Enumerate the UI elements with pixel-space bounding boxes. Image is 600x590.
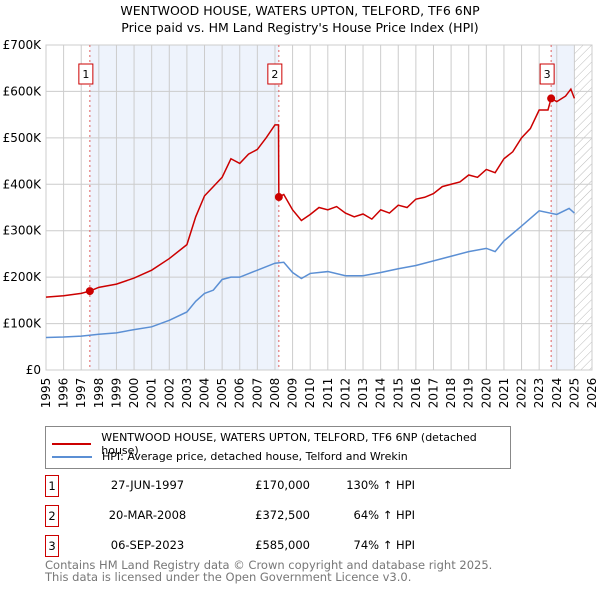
y-tick-label: £400K — [3, 177, 43, 191]
x-tick-label: 2004 — [198, 378, 212, 409]
sale-label-box — [539, 63, 555, 85]
x-tick-label: 2010 — [303, 378, 317, 409]
title-line: WENTWOOD HOUSE, WATERS UPTON, TELFORD, T… — [120, 3, 480, 18]
price-chart: 1995 1996 1997 1998 1999 2000 2001 2002 2003 2004… — [3, 38, 599, 409]
x-tick-label: 2016 — [409, 378, 423, 409]
price-line — [45, 87, 576, 298]
future-hatch — [574, 45, 592, 370]
sale-hpi-change: 74% ↑ HPI — [353, 538, 415, 552]
x-tick-label: 2015 — [391, 378, 405, 409]
licence-note: This data is licensed under the Open Gov… — [45, 569, 412, 584]
x-tick-label: 2007 — [250, 378, 264, 409]
y-tick-label: £0 — [26, 363, 41, 377]
x-tick-label: 2001 — [145, 378, 159, 409]
legend-label: WENTWOOD HOUSE, WATERS UPTON, TELFORD, T… — [101, 431, 477, 457]
shaded-period — [89, 45, 279, 370]
sale-date: 06-SEP-2023 — [110, 538, 185, 552]
x-tick-label: 2018 — [444, 378, 458, 409]
legend-item-hpi: HPI: Average price, detached house, Telf… — [52, 450, 408, 463]
sale-row: 3 06-SEP-2023 £585,000 74% ↑ HPI — [45, 535, 445, 557]
x-tick-label: 2002 — [162, 378, 176, 409]
x-tick-label: 2021 — [497, 378, 511, 409]
x-tick-label: 2019 — [462, 378, 476, 409]
legend: WENTWOOD HOUSE, WATERS UPTON, TELFORD, T… — [45, 426, 511, 469]
subtitle-line: Price paid vs. HM Land Registry's House … — [121, 20, 479, 35]
legend-item-property: WENTWOOD HOUSE, WATERS UPTON, TELFORD, T… — [52, 431, 510, 457]
sale-hpi-change: 64% ↑ HPI — [353, 508, 415, 522]
x-tick-label: 2025 — [567, 378, 581, 409]
y-tick-label: £100K — [3, 317, 43, 331]
sale-date: 27-JUN-1997 — [110, 478, 185, 492]
y-tick-label: £300K — [3, 224, 43, 238]
x-tick-label: 2013 — [356, 378, 370, 409]
x-tick-label: 2008 — [268, 378, 282, 409]
x-tick-label: 1999 — [109, 378, 123, 409]
blue-line-swatch — [52, 455, 92, 458]
sale-marker-badge: 2 — [45, 505, 59, 527]
x-tick-label: 2005 — [215, 378, 229, 409]
copyright-note: Contains HM Land Registry data © Crown c… — [45, 558, 493, 572]
x-tick-label: 2022 — [515, 378, 529, 409]
x-tick-label: 1998 — [92, 378, 106, 409]
x-tick-label: 2003 — [180, 378, 194, 409]
x-tick-label: 2024 — [550, 378, 564, 409]
sale-price: £585,000 — [255, 538, 310, 552]
x-tick-label: 1995 — [39, 378, 53, 409]
sale-row: 2 20-MAR-2008 £372,500 64% ↑ HPI — [45, 505, 445, 527]
shaded-period — [551, 45, 575, 370]
hpi-line — [45, 207, 575, 339]
sale-point — [85, 287, 94, 296]
plot-frame — [45, 44, 593, 371]
x-tick-label: 2012 — [338, 378, 352, 409]
chart-title: WENTWOOD HOUSE, WATERS UPTON, TELFORD, T… — [0, 2, 600, 36]
sale-marker-badge: 1 — [45, 475, 59, 497]
x-tick-label: 2009 — [286, 378, 300, 409]
sale-hpi-change: 130% ↑ HPI — [346, 478, 415, 492]
sale-label: 1 — [82, 68, 89, 81]
legend-label: HPI: Average price, detached house, Telf… — [102, 450, 408, 463]
sale-price: £372,500 — [255, 508, 310, 522]
footer: Contains HM Land Registry data © Crown c… — [45, 558, 493, 584]
x-tick-label: 2014 — [374, 378, 388, 409]
sale-point — [547, 94, 556, 103]
sale-label-box — [267, 63, 283, 85]
red-line-swatch — [52, 443, 92, 445]
sale-date: 20-MAR-2008 — [108, 508, 187, 522]
sale-label-box — [78, 63, 94, 85]
x-tick-label: 2026 — [585, 378, 599, 409]
sale-marker-badge: 3 — [45, 535, 59, 557]
sale-point — [274, 193, 283, 202]
x-tick-label: 2023 — [532, 378, 546, 409]
sale-price: £170,000 — [255, 478, 310, 492]
sale-label: 2 — [271, 68, 278, 81]
sale-label: 3 — [544, 68, 551, 81]
x-tick-label: 2017 — [426, 378, 440, 409]
x-tick-label: 2000 — [127, 378, 141, 409]
x-tick-label: 1997 — [74, 378, 88, 409]
y-tick-label: £600K — [3, 84, 43, 98]
x-tick-label: 2011 — [321, 378, 335, 409]
x-tick-label: 2020 — [479, 378, 493, 409]
y-tick-label: £500K — [3, 131, 43, 145]
x-tick-label: 1996 — [57, 378, 71, 409]
y-tick-label: £700K — [3, 38, 43, 52]
x-tick-label: 2006 — [233, 378, 247, 409]
y-tick-label: £200K — [3, 270, 43, 284]
sale-row: 1 27-JUN-1997 £170,000 130% ↑ HPI — [45, 475, 445, 497]
